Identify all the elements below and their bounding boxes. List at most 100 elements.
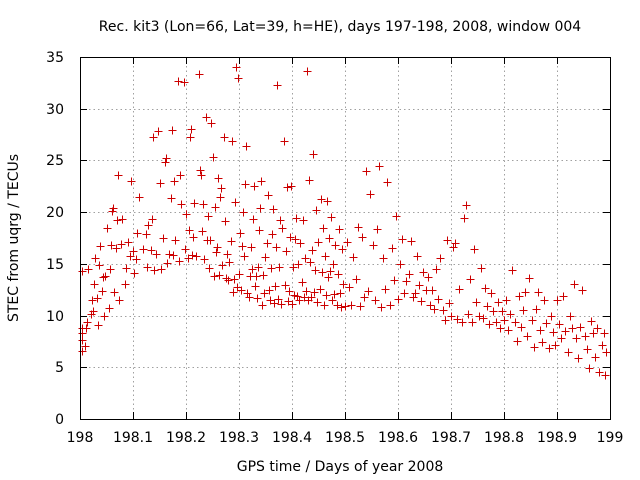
y-tick-label: 15 <box>46 257 64 273</box>
data-point <box>127 177 136 186</box>
data-point <box>302 287 311 296</box>
data-point <box>337 303 346 312</box>
data-point <box>534 288 543 297</box>
data-point <box>453 315 462 324</box>
data-point <box>523 332 532 341</box>
data-point <box>551 341 560 350</box>
data-point <box>150 266 159 275</box>
data-point <box>190 199 199 208</box>
data-point <box>225 258 234 267</box>
data-point <box>248 265 257 274</box>
data-point <box>156 179 165 188</box>
data-point <box>228 137 237 146</box>
data-point <box>236 229 245 238</box>
data-point <box>341 302 350 311</box>
data-point <box>364 287 373 296</box>
data-point <box>481 284 490 293</box>
data-point <box>277 300 286 309</box>
data-point <box>336 289 345 298</box>
data-point <box>272 243 281 252</box>
data-point <box>424 273 433 282</box>
x-tick-label: 199 <box>597 430 624 446</box>
data-point <box>411 289 420 298</box>
x-tick-label: 198.3 <box>219 430 259 446</box>
data-point <box>409 293 418 302</box>
data-point <box>419 268 428 277</box>
data-point <box>165 250 174 259</box>
data-point <box>383 178 392 187</box>
data-point <box>91 254 100 263</box>
data-point <box>430 305 439 314</box>
data-point <box>405 270 414 279</box>
y-tick-label: 20 <box>46 205 64 221</box>
data-point <box>559 292 568 301</box>
data-point <box>358 233 367 242</box>
data-point <box>265 286 274 295</box>
data-point <box>388 244 397 253</box>
data-point <box>207 119 216 128</box>
data-point <box>485 320 494 329</box>
data-point <box>443 236 452 245</box>
data-point <box>210 272 219 281</box>
data-point <box>243 289 252 298</box>
data-point <box>316 285 325 294</box>
data-point <box>294 260 303 269</box>
data-point <box>212 248 221 257</box>
data-point <box>84 265 93 274</box>
data-point <box>308 246 317 255</box>
data-point <box>89 307 98 316</box>
data-point <box>327 213 336 222</box>
data-point <box>235 270 244 279</box>
x-tick-label: 198.9 <box>537 430 577 446</box>
data-point <box>555 320 564 329</box>
data-point <box>428 286 437 295</box>
data-point <box>149 133 158 142</box>
x-tick-label: 198 <box>67 430 94 446</box>
data-point <box>479 314 488 323</box>
data-point <box>309 150 318 159</box>
data-point <box>458 318 467 327</box>
data-point <box>466 275 475 284</box>
x-tick-label: 198.4 <box>272 430 312 446</box>
data-point <box>477 264 486 273</box>
data-point <box>381 285 390 294</box>
data-point <box>301 254 310 263</box>
data-point <box>176 171 185 180</box>
data-point <box>394 295 403 304</box>
data-point <box>189 233 198 242</box>
data-point <box>206 236 215 245</box>
data-point <box>218 261 227 270</box>
x-axis-label: GPS time / Days of year 2008 <box>237 459 444 475</box>
data-point <box>441 316 450 325</box>
data-point <box>602 348 611 357</box>
data-point <box>305 176 314 185</box>
data-point <box>78 347 87 356</box>
data-point <box>375 162 384 171</box>
data-point <box>276 216 285 225</box>
data-point <box>360 293 369 302</box>
data-point <box>114 171 123 180</box>
data-point <box>413 252 422 261</box>
data-point <box>464 310 473 319</box>
data-point <box>163 259 172 268</box>
data-point <box>322 291 331 300</box>
data-point <box>162 154 171 163</box>
x-tick-labels: 198 198.1 198.2 198.3 198.4 198.5 198.6 198.7 19… <box>67 430 624 446</box>
y-tick-labels: 0 5 10 15 20 25 30 35 <box>46 50 64 428</box>
data-point <box>295 296 304 305</box>
data-point <box>204 212 213 221</box>
data-point <box>129 247 138 256</box>
data-point <box>396 260 405 269</box>
data-point <box>197 171 206 180</box>
data-point <box>255 226 264 235</box>
data-point <box>231 198 240 207</box>
axis-ticks <box>80 57 611 420</box>
data-point <box>547 312 556 321</box>
data-point <box>311 266 320 275</box>
data-point <box>268 230 277 239</box>
data-point <box>229 288 238 297</box>
data-point <box>318 268 327 277</box>
data-point <box>259 271 268 280</box>
data-point <box>260 289 269 298</box>
